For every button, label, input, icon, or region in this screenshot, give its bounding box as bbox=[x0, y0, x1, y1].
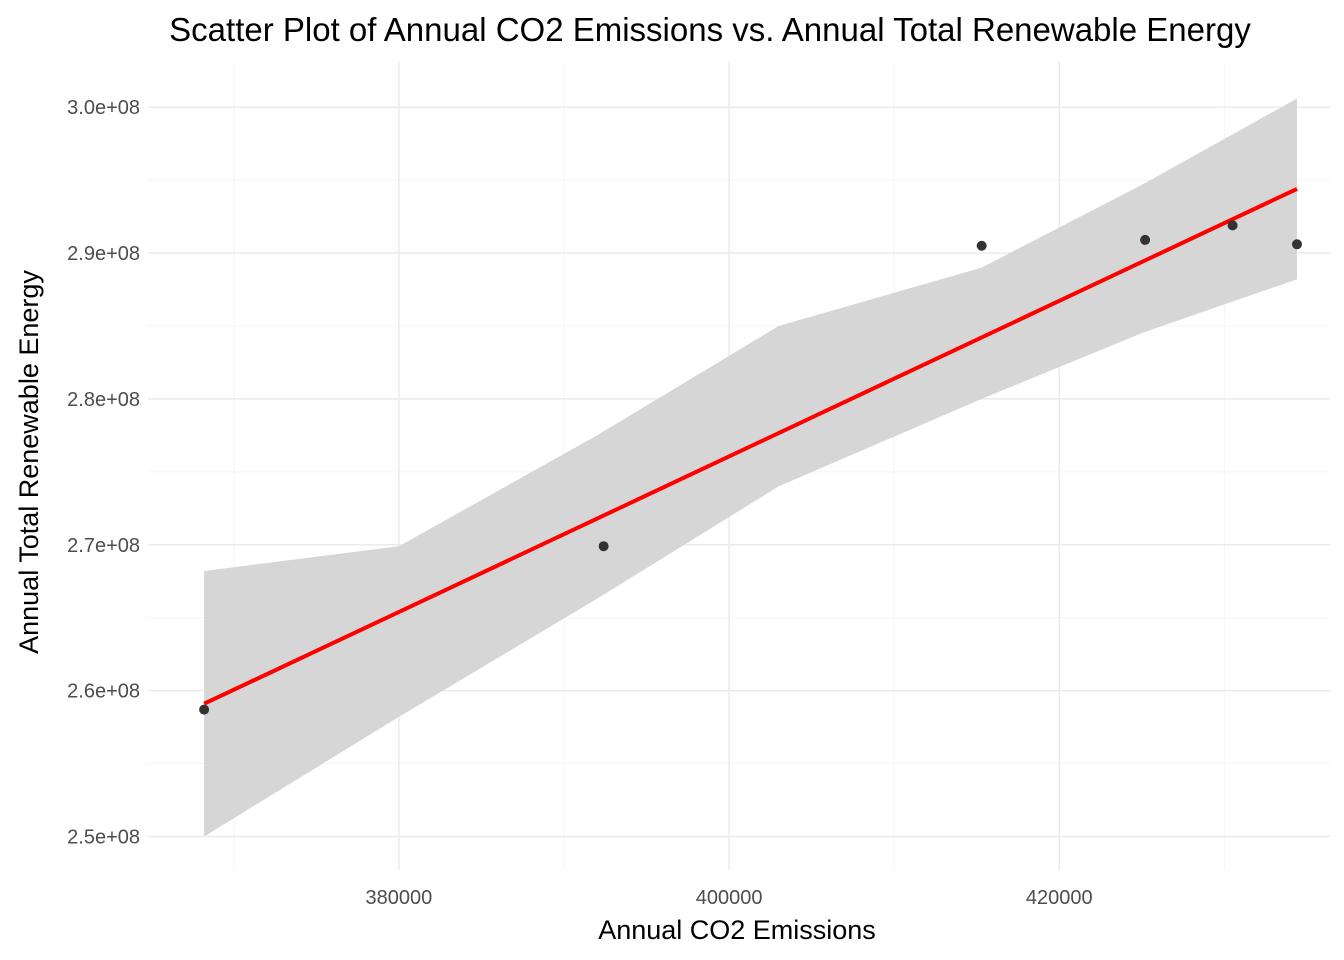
x-axis-title: Annual CO2 Emissions bbox=[598, 915, 876, 945]
y-tick-label: 2.7e+08 bbox=[67, 535, 140, 557]
y-tick-label: 2.6e+08 bbox=[67, 681, 140, 703]
data-point bbox=[199, 704, 210, 715]
tick-labels: 380000 400000 420000 2.5e+08 2.6e+08 2.7e+08 2… bbox=[67, 97, 1092, 909]
y-tick-label: 2.5e+08 bbox=[67, 826, 140, 848]
chart-title: Scatter Plot of Annual CO2 Emissions vs.… bbox=[169, 11, 1251, 48]
fit-line bbox=[203, 187, 1298, 706]
data-point bbox=[976, 240, 987, 251]
data-point bbox=[1291, 239, 1302, 250]
data-point bbox=[1227, 220, 1238, 231]
y-tick-label: 3.0e+08 bbox=[67, 97, 140, 119]
y-tick-label: 2.9e+08 bbox=[67, 243, 140, 265]
y-tick-label: 2.8e+08 bbox=[67, 389, 140, 411]
confidence-band bbox=[204, 98, 1297, 837]
x-tick-label: 380000 bbox=[366, 887, 433, 909]
x-tick-label: 400000 bbox=[696, 887, 763, 909]
fit-line-layer bbox=[203, 187, 1298, 706]
data-point bbox=[1140, 234, 1151, 245]
x-tick-label: 420000 bbox=[1026, 887, 1093, 909]
confidence-band-layer bbox=[204, 98, 1297, 837]
points-layer bbox=[199, 220, 1302, 715]
data-point bbox=[598, 541, 609, 552]
y-axis-title: Annual Total Renewable Energy bbox=[14, 270, 44, 654]
